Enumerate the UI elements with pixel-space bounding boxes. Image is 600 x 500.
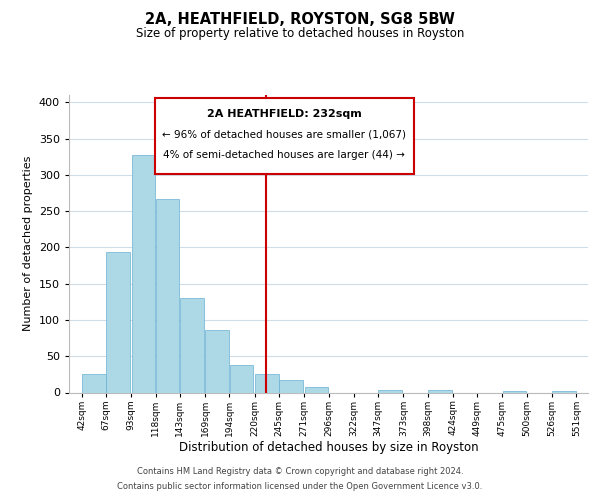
Bar — [428, 390, 452, 392]
Bar — [230, 365, 253, 392]
Bar — [553, 391, 576, 392]
Bar — [106, 252, 130, 392]
X-axis label: Distribution of detached houses by size in Royston: Distribution of detached houses by size … — [179, 442, 478, 454]
Text: Contains HM Land Registry data © Crown copyright and database right 2024.: Contains HM Land Registry data © Crown c… — [137, 467, 463, 476]
Text: 2A, HEATHFIELD, ROYSTON, SG8 5BW: 2A, HEATHFIELD, ROYSTON, SG8 5BW — [145, 12, 455, 28]
Text: 4% of semi-detached houses are larger (44) →: 4% of semi-detached houses are larger (4… — [163, 150, 406, 160]
Bar — [503, 391, 526, 392]
Text: ← 96% of detached houses are smaller (1,067): ← 96% of detached houses are smaller (1,… — [163, 129, 406, 139]
Bar — [131, 154, 155, 392]
Bar — [180, 298, 204, 392]
Y-axis label: Number of detached properties: Number of detached properties — [23, 156, 33, 332]
Bar — [255, 374, 278, 392]
Text: Contains public sector information licensed under the Open Government Licence v3: Contains public sector information licen… — [118, 482, 482, 491]
Bar — [205, 330, 229, 392]
Bar — [156, 200, 179, 392]
Text: 2A HEATHFIELD: 232sqm: 2A HEATHFIELD: 232sqm — [207, 110, 362, 120]
Text: Size of property relative to detached houses in Royston: Size of property relative to detached ho… — [136, 28, 464, 40]
Bar — [82, 374, 106, 392]
Bar — [305, 386, 328, 392]
Bar — [280, 380, 303, 392]
Bar — [379, 390, 402, 392]
FancyBboxPatch shape — [155, 98, 414, 174]
